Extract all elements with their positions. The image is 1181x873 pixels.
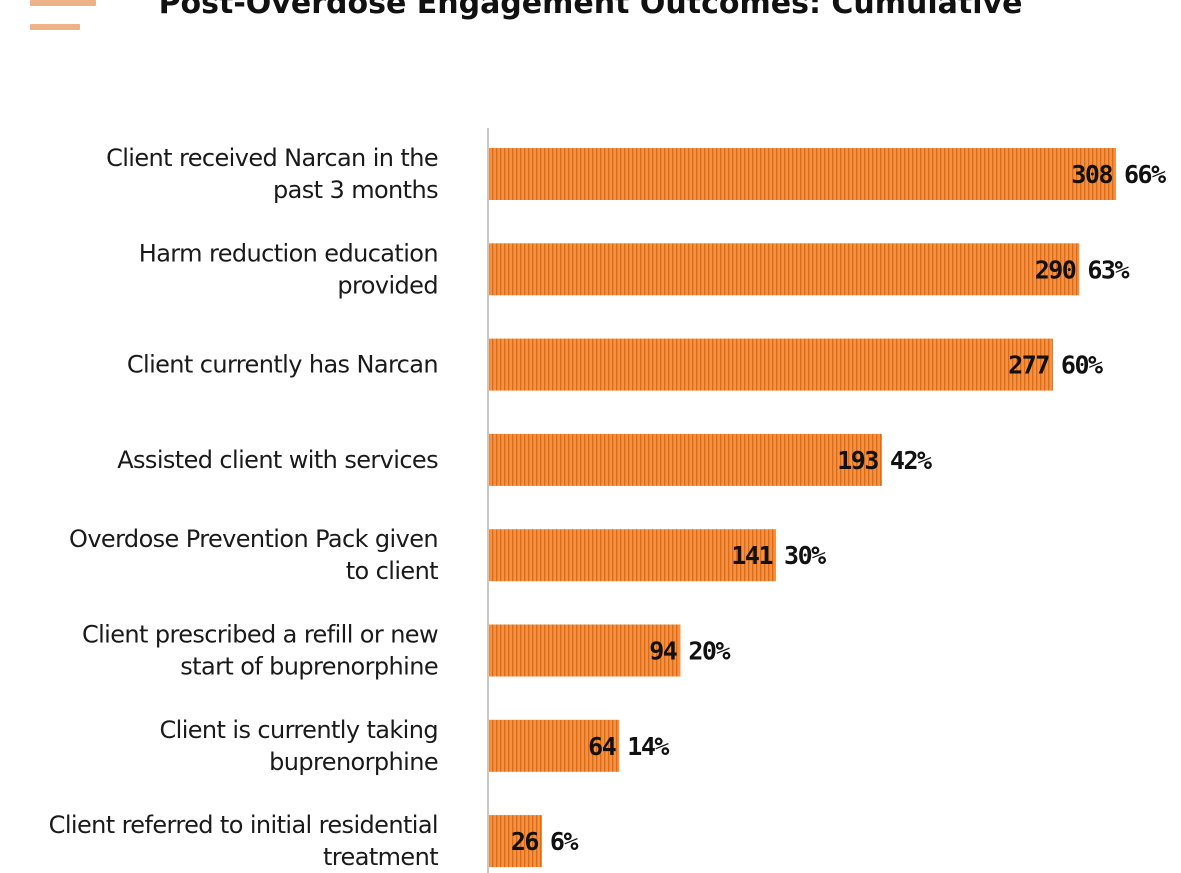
menu-icon-line (30, 0, 96, 6)
bar-value-label: 64 (588, 732, 616, 761)
category-label: Client prescribed a refill or new start o… (82, 621, 438, 681)
bar (489, 529, 777, 582)
menu-icon[interactable] (30, 0, 100, 34)
bar (489, 433, 882, 486)
category-label: Client referred to initial residential tr… (49, 811, 439, 871)
bar-percent-label: 63% (1087, 255, 1129, 284)
menu-icon-line (30, 24, 80, 30)
bar-value-label: 308 (1071, 160, 1112, 189)
bar-percent-label: 66% (1124, 160, 1166, 189)
bar (489, 338, 1053, 391)
category-label: Client received Narcan in the past 3 mont… (106, 144, 438, 204)
bar (489, 624, 681, 677)
bar-value-label: 26 (511, 827, 539, 856)
bar-percent-label: 6% (550, 827, 579, 856)
bar (489, 719, 620, 772)
bar-percent-label: 14% (627, 732, 669, 761)
bar-percent-label: 60% (1061, 351, 1103, 380)
category-label: Client currently has Narcan (127, 351, 438, 379)
bar-percent-label: 30% (784, 541, 826, 570)
category-label: Overdose Prevention Pack given to client (69, 525, 438, 585)
bar-value-label: 277 (1008, 351, 1049, 380)
category-label: Client is currently taking buprenorphine (159, 716, 438, 776)
bar-percent-label: 20% (688, 637, 730, 666)
bar-percent-label: 42% (890, 446, 932, 475)
bar-value-label: 141 (731, 541, 772, 570)
chart-title: Post-Overdose Engagement Outcomes: Cumul… (158, 0, 1023, 21)
bar-value-label: 193 (837, 446, 878, 475)
bars-layer: 308 66% Client received Narcan in the past … (49, 144, 1168, 871)
category-label: Assisted client with services (117, 446, 438, 474)
bar-value-label: 94 (649, 637, 677, 666)
category-label: Harm reduction education provided (139, 239, 438, 299)
bar (489, 815, 542, 868)
bar-value-label: 290 (1035, 255, 1076, 284)
bar (489, 148, 1116, 200)
bar (489, 243, 1080, 296)
